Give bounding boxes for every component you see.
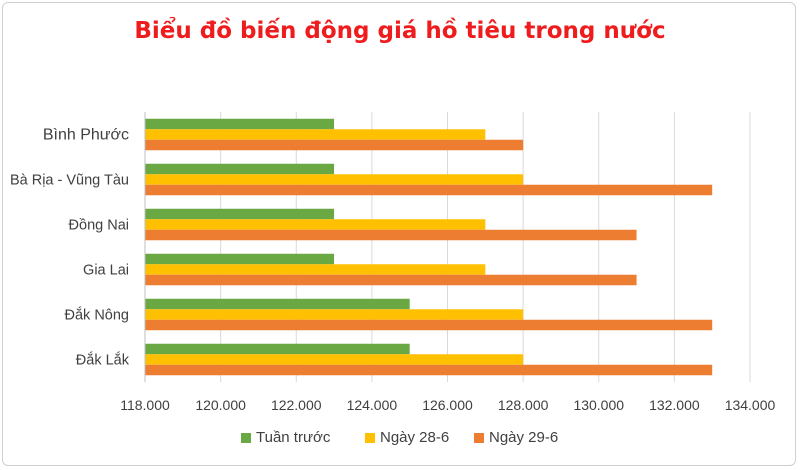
bar <box>145 219 486 230</box>
bar <box>145 309 524 320</box>
x-tick-label: 132.000 <box>649 397 700 413</box>
bar <box>145 298 410 310</box>
category-label: Đồng Nai <box>69 218 129 234</box>
category-label: Bà Rịa - Vũng Tàu <box>10 173 129 189</box>
x-tick-label: 128.000 <box>498 397 549 413</box>
legend-label: Ngày 28-6 <box>380 429 449 446</box>
category-label: Đắk Nông <box>65 307 129 324</box>
category-label: Đắk Lắk <box>76 352 130 369</box>
legend-swatch <box>474 433 484 443</box>
x-tick-label: 126.000 <box>422 397 473 413</box>
bar <box>145 118 335 130</box>
bar <box>145 184 713 196</box>
legend-swatch <box>365 433 375 443</box>
bar <box>145 264 486 275</box>
bar <box>145 253 335 265</box>
chart-title: Biểu đồ biến động giá hồ tiêu trong nước <box>134 18 666 44</box>
bar <box>145 129 486 140</box>
bar <box>145 208 335 220</box>
category-label: Gia Lai <box>83 263 129 279</box>
x-tick-label: 124.000 <box>347 397 398 413</box>
x-tick-label: 120.000 <box>195 397 246 413</box>
bar <box>145 354 524 365</box>
x-tick-label: 122.000 <box>271 397 322 413</box>
bar <box>145 174 524 185</box>
bar <box>145 364 713 376</box>
legend-swatch <box>241 433 251 443</box>
bar <box>145 274 637 286</box>
bar <box>145 319 713 331</box>
x-tick-label: 118.000 <box>120 397 170 413</box>
x-tick-label: 130.000 <box>573 397 624 413</box>
bar <box>145 139 524 151</box>
category-label: Bình Phước <box>43 127 129 144</box>
x-tick-label: 134.000 <box>725 397 776 413</box>
bar <box>145 229 637 241</box>
legend-label: Ngày 29-6 <box>489 429 558 446</box>
legend-label: Tuần trước <box>256 429 331 446</box>
bar <box>145 163 335 175</box>
bar <box>145 343 410 355</box>
